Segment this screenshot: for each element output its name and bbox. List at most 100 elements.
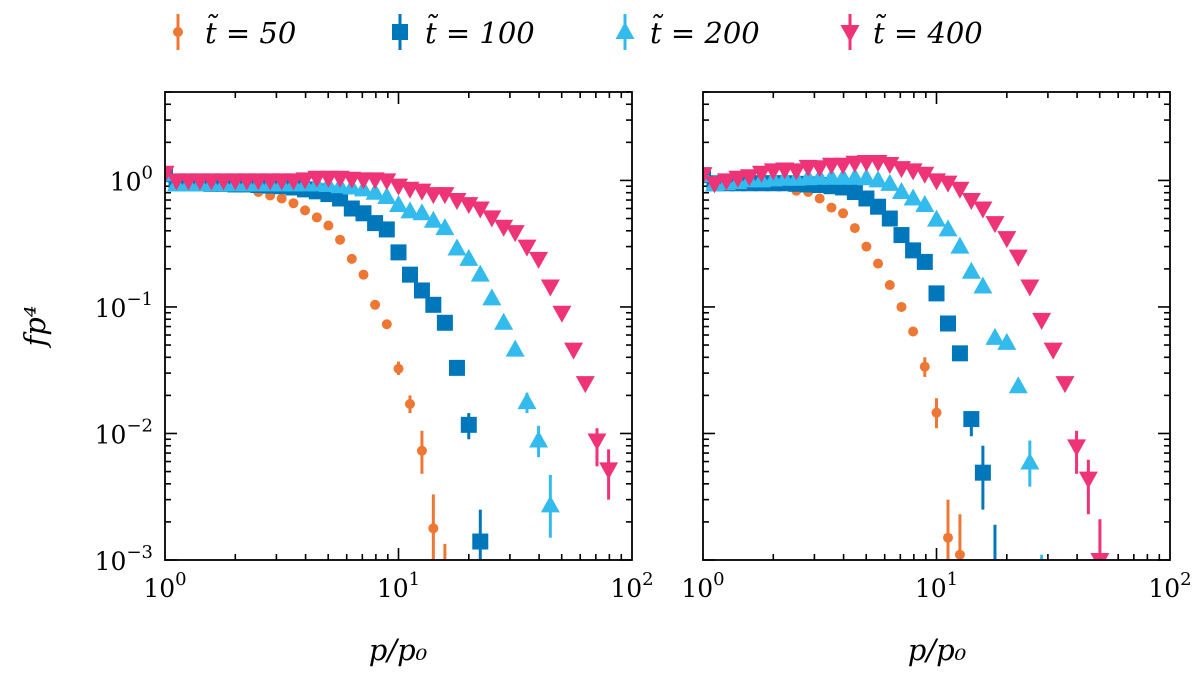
data-point [166, 173, 186, 191]
data-point [919, 361, 930, 372]
data-point [1008, 249, 1028, 267]
x-tick-label: 102 [610, 569, 653, 603]
data-point [728, 170, 748, 188]
data-point [435, 187, 455, 205]
data-point [346, 253, 357, 264]
plot-area [165, 164, 619, 603]
legend-label-t100: t̃ = 100 [425, 14, 535, 50]
legend-marker-t100 [392, 14, 408, 50]
data-point [703, 167, 713, 185]
data-point [903, 188, 923, 206]
data-point [435, 218, 455, 236]
legend-marker-t200 [615, 14, 635, 50]
data-point [470, 264, 490, 282]
data-point [300, 205, 311, 216]
data-point [974, 464, 991, 481]
data-point [1020, 452, 1040, 470]
series-t50 [703, 170, 965, 560]
data-point [552, 305, 572, 323]
data-point [377, 186, 397, 204]
data-point [810, 160, 830, 178]
data-point [786, 163, 806, 181]
data-point [358, 269, 369, 280]
y-tick-label: 100 [110, 162, 153, 196]
legend: t̃ = 50 t̃ = 100 t̃ = 200 t̃ = 400 [173, 14, 983, 50]
ticks [165, 91, 632, 561]
data-point [928, 285, 945, 302]
x-axis-label-left: p/p₀ [369, 633, 428, 667]
left-panel: 100 101 102 100 10−1 10−2 10−3 [95, 91, 654, 603]
data-point [482, 210, 502, 228]
data-point [377, 173, 397, 191]
series-t400 [703, 154, 1110, 560]
ticks [703, 91, 1170, 561]
data-point [826, 202, 837, 213]
data-point [404, 398, 415, 409]
data-point [440, 593, 450, 603]
data-point [927, 209, 946, 227]
data-point [413, 282, 430, 299]
data-point [763, 163, 783, 181]
y-axis-label: fp⁴ [18, 306, 52, 349]
legend-marker [392, 24, 408, 40]
data-point [951, 345, 968, 362]
data-point [448, 359, 465, 376]
data-point [950, 181, 970, 199]
data-point [716, 173, 736, 191]
y-tick-label: 10−3 [95, 542, 153, 576]
data-point [950, 236, 970, 254]
data-point [529, 251, 549, 269]
data-point [505, 339, 525, 357]
x-tick-label: 102 [1148, 569, 1191, 603]
series-t400 [165, 165, 619, 500]
data-point [276, 193, 287, 204]
legend-marker-t400 [840, 14, 860, 50]
data-point [401, 266, 418, 283]
legend-marker [615, 22, 635, 39]
data-point [942, 532, 953, 543]
data-point [470, 201, 490, 219]
x-axis-label-right: p/p₀ [908, 633, 967, 667]
data-point [482, 288, 502, 306]
data-point [494, 312, 514, 330]
data-point [365, 182, 385, 200]
data-point [751, 165, 771, 183]
data-point [861, 241, 872, 252]
data-point [370, 299, 381, 310]
data-point [985, 327, 1005, 345]
data-point [459, 248, 479, 266]
data-point [880, 173, 900, 191]
data-point [1055, 376, 1075, 394]
data-point [436, 314, 453, 331]
data-point [288, 198, 299, 209]
data-point [987, 590, 1003, 606]
data-point [1032, 588, 1051, 605]
data-point [908, 326, 919, 337]
data-point [939, 315, 956, 332]
data-point [838, 208, 849, 219]
data-point [393, 363, 404, 374]
data-point [1020, 279, 1040, 297]
legend-label-t200: t̃ = 200 [650, 14, 760, 50]
data-point [540, 279, 560, 297]
data-point [896, 301, 907, 312]
axes-frame [702, 91, 1171, 561]
y-tick-label: 10−2 [95, 415, 153, 449]
data-point [529, 430, 549, 448]
data-point [873, 258, 884, 269]
legend-marker [840, 25, 860, 42]
data-point [428, 523, 439, 534]
data-point [295, 172, 315, 190]
data-point [412, 203, 432, 221]
data-point [378, 221, 395, 238]
data-point [893, 227, 910, 244]
data-point [540, 495, 560, 513]
data-point [1090, 553, 1110, 560]
data-point [323, 220, 334, 231]
data-point [517, 392, 537, 410]
data-point [459, 197, 479, 215]
data-point [390, 244, 407, 261]
data-point [963, 411, 980, 428]
legend-label-t50: t̃ = 50 [205, 14, 296, 50]
